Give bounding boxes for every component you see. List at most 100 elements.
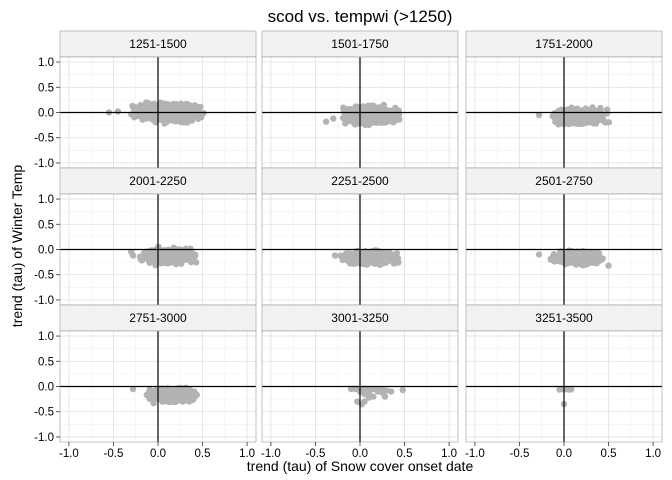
scatter-point	[157, 260, 164, 267]
scatter-point	[399, 386, 406, 394]
scatter-point	[170, 104, 178, 111]
x-tick-label: 1.0	[239, 448, 255, 460]
scatter-point	[114, 108, 122, 115]
facet-panel: 2501-2750	[465, 167, 663, 306]
scatter-point	[605, 262, 612, 269]
facet-panel: 1501-1750	[261, 30, 459, 169]
scatter-point	[157, 99, 164, 106]
scatter-point	[331, 252, 339, 259]
facet-strip-label: 2251-2500	[331, 174, 389, 188]
facet-strip-label: 1251-1500	[129, 37, 187, 51]
scatter-point	[176, 387, 183, 395]
facet-panel: 2001-2250 -1.0 -0.5 0.0 0.5 1.0	[34, 167, 257, 307]
scatter-point	[393, 106, 400, 114]
facet-strip-label: 2751-3000	[129, 311, 187, 325]
scatter-point	[578, 253, 586, 261]
y-tick-label: 0.5	[38, 219, 54, 231]
scatter-point	[167, 109, 174, 117]
scatter-point	[150, 399, 157, 407]
scatter-point	[186, 398, 193, 405]
x-tick-label: -0.5	[306, 448, 326, 460]
x-tick-label: -1.0	[261, 448, 281, 460]
y-tick-label: 1.0	[38, 57, 54, 69]
scatter-point	[365, 394, 373, 401]
facet-panels: 1251-1500 -1.0 -0.5 0.0 0.5 1.0 1501-1750 1751-…	[34, 30, 663, 460]
scatter-point	[567, 386, 575, 393]
y-tick-label: 0.5	[38, 356, 54, 368]
scatter-point	[129, 252, 137, 259]
facet-strip	[261, 30, 459, 58]
facet-strip-label: 2501-2750	[535, 174, 593, 188]
y-tick-label: -1.0	[34, 432, 54, 444]
scatter-point	[138, 103, 146, 110]
facet-strip	[59, 30, 257, 58]
x-tick-label: 1.0	[441, 448, 457, 460]
y-tick-label: -1.0	[34, 158, 54, 170]
scatter-point	[393, 254, 401, 262]
scatter-point	[181, 391, 189, 399]
scatter-point	[131, 114, 138, 121]
scatter-point	[366, 110, 374, 117]
facet-panel: 1251-1500-1.0-0.50.00.51.0	[34, 30, 257, 170]
y-tick-label: -0.5	[34, 407, 54, 419]
scatter-point	[573, 116, 581, 123]
scatter-point	[585, 256, 592, 263]
scatter-point	[550, 251, 558, 258]
x-tick-label: 1.0	[645, 448, 661, 460]
x-tick-label: 0.0	[352, 448, 368, 460]
y-tick-label: -0.5	[34, 270, 54, 282]
scatter-point	[163, 388, 171, 395]
scatter-point	[191, 105, 198, 112]
scatter-point	[322, 118, 330, 125]
y-tick-label: 0.0	[38, 382, 54, 394]
scatter-point	[191, 390, 198, 397]
scatter-point	[372, 250, 379, 258]
scatter-point	[351, 120, 359, 127]
scatter-point	[567, 117, 574, 124]
facet-panel: 1751-2000	[465, 30, 663, 169]
y-tick-label: 0.0	[38, 108, 54, 120]
scatter-point	[165, 398, 173, 405]
facet-panel: 2751-3000-1.0-0.50.00.51.0-1.0 -0.5 0.0 0.5…	[34, 304, 257, 460]
scatter-point	[380, 118, 388, 125]
facet-strip-label: 3251-3500	[535, 311, 593, 325]
scatter-point	[371, 106, 378, 113]
facet-strip	[59, 167, 257, 195]
scatter-point	[363, 250, 370, 257]
scatter-point	[340, 252, 347, 260]
facet-strip-label: 1751-2000	[535, 37, 593, 51]
scatter-point	[382, 254, 389, 261]
scatter-point	[381, 393, 389, 400]
y-tick-label: 0.0	[38, 245, 54, 257]
y-tick-label: 1.0	[38, 331, 54, 343]
y-tick-label: 0.5	[38, 82, 54, 94]
facet-strip-label: 1501-1750	[331, 37, 389, 51]
facet-panel: 3251-3500-1.0 -0.5 0.0 0.5 1.0	[465, 304, 663, 460]
facet-strip-label: 2001-2250	[129, 174, 187, 188]
x-tick-label: -0.5	[510, 448, 530, 460]
scatter-point	[173, 257, 181, 265]
scatter-point	[535, 111, 543, 119]
x-tick-label: 0.5	[601, 448, 617, 460]
scatter-point	[535, 251, 543, 258]
x-tick-label: 0.0	[150, 448, 166, 460]
x-tick-label: -1.0	[465, 448, 485, 460]
y-tick-label: -1.0	[34, 295, 54, 307]
scatter-point	[380, 101, 388, 109]
scatter-point	[196, 113, 204, 120]
scatter-point	[343, 117, 350, 125]
scatter-point	[174, 249, 182, 257]
facet-panel: 3001-3250-1.0 -0.5 0.0 0.5 1.0	[261, 304, 459, 460]
x-tick-label: -1.0	[59, 448, 79, 460]
scatter-point	[138, 112, 145, 119]
scatter-point	[163, 250, 170, 258]
scatter-point	[581, 115, 589, 122]
scatter-point	[357, 258, 365, 266]
scatter-point	[561, 253, 569, 260]
x-tick-label: 0.5	[397, 448, 413, 460]
scatter-point	[351, 114, 358, 122]
scatter-point	[129, 102, 136, 110]
scatter-point	[605, 119, 613, 126]
y-tick-label: 1.0	[38, 194, 54, 206]
